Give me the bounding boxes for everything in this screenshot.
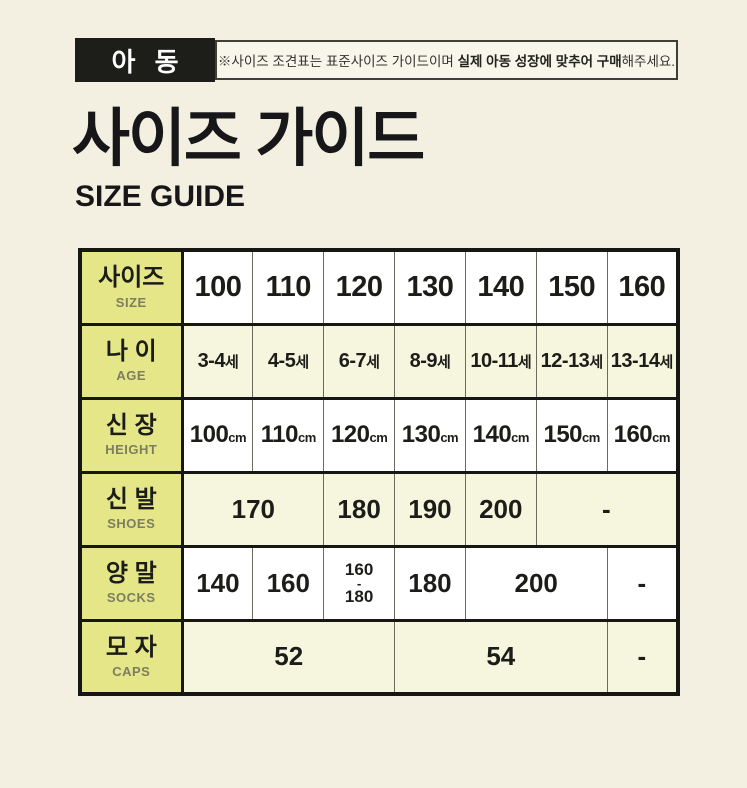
table-cell: 120: [323, 248, 395, 325]
table-cell: 100cm: [181, 396, 253, 473]
table-cell: 110cm: [252, 396, 324, 473]
page-title-korean: 사이즈 가이드: [72, 104, 425, 174]
notice-bold-text: 실제 아동 성장에 맞추어 구매: [457, 54, 622, 69]
table-cell: 160cm: [606, 396, 678, 473]
table-cell: -: [606, 618, 678, 695]
table-cell: 10-11세: [464, 322, 537, 399]
table-row-height: 신 장 HEIGHT 100cm 110cm 120cm 130cm 140cm 150cm 1…: [80, 396, 678, 473]
table-cell: 160: [606, 248, 678, 325]
row-header-caps: 모 자 CAPS: [80, 618, 184, 695]
table-cell: 120cm: [323, 396, 395, 473]
row-label-korean: 양 말: [105, 559, 157, 587]
notice-text: ※사이즈 조견표는 표준사이즈 가이드이며 실제 아동 성장에 맞추어 구매해주…: [217, 54, 676, 69]
row-label-korean: 신 발: [105, 485, 157, 513]
row-label-korean: 모 자: [105, 633, 157, 661]
table-cell: -: [535, 470, 678, 547]
table-cell: 52: [181, 618, 395, 695]
table-row-size: 사이즈 SIZE 100 110 120 130 140 150 160: [80, 248, 678, 325]
page-title-english: SIZE GUIDE: [75, 180, 246, 214]
row-label-korean: 신 장: [105, 411, 157, 439]
table-cell: 160: [252, 544, 324, 621]
row-label-english: AGE: [116, 368, 147, 384]
table-row-age: 나 이 AGE 3-4세 4-5세 6-7세 8-9세 10-11세 12-13세 13-14세: [80, 322, 678, 399]
notice-box: ※사이즈 조견표는 표준사이즈 가이드이며 실제 아동 성장에 맞추어 구매해주…: [215, 40, 678, 80]
row-label-english: SIZE: [115, 294, 147, 310]
table-cell: 140: [464, 248, 537, 325]
row-label-english: SOCKS: [106, 590, 156, 606]
table-cell: 54: [394, 618, 608, 695]
table-cell: 8-9세: [394, 322, 466, 399]
table-cell: 180: [323, 470, 395, 547]
table-cell: 160-180: [323, 544, 395, 621]
table-cell: 200: [464, 544, 608, 621]
table-cell: 13-14세: [606, 322, 678, 399]
table-cell: 140: [181, 544, 253, 621]
table-row-shoes: 신 발 SHOES 170 180 190 200-: [80, 470, 678, 547]
row-header-size: 사이즈 SIZE: [80, 248, 184, 325]
row-label-english: CAPS: [112, 664, 151, 680]
table-cell: 150: [535, 248, 608, 325]
table-cell: 3-4세: [181, 322, 253, 399]
row-header-age: 나 이 AGE: [80, 322, 184, 399]
table-cell: 170: [181, 470, 324, 547]
table-cell: 100: [181, 248, 253, 325]
row-label-english: HEIGHT: [105, 442, 158, 458]
size-guide-table: 사이즈 SIZE 100 110 120 130 140 150 160 나 이 AGE 3-4세 4-…: [78, 248, 680, 697]
row-header-shoes: 신 발 SHOES: [80, 470, 184, 547]
table-row-socks: 양 말 SOCKS 140 160 160-180 180 200-: [80, 544, 678, 621]
category-badge: 아 동: [75, 38, 215, 82]
row-label-korean: 나 이: [105, 337, 157, 365]
table-cell: 150cm: [535, 396, 608, 473]
table-cell: 130: [394, 248, 466, 325]
row-label-english: SHOES: [107, 516, 156, 532]
table-cell: -: [606, 544, 678, 621]
table-cell: 6-7세: [323, 322, 395, 399]
category-badge-label: 아 동: [111, 46, 185, 77]
row-label-korean: 사이즈: [98, 264, 165, 292]
table-cell: 140cm: [464, 396, 537, 473]
table-cell: 4-5세: [252, 322, 324, 399]
table-cell: 130cm: [394, 396, 466, 473]
size-guide-table-body: 사이즈 SIZE 100 110 120 130 140 150 160 나 이 AGE 3-4세 4-…: [80, 248, 678, 695]
table-row-caps: 모 자 CAPS 52 54-: [80, 618, 678, 695]
row-header-height: 신 장 HEIGHT: [80, 396, 184, 473]
table-cell: 180: [394, 544, 466, 621]
size-guide-page: { "header": { "badge_label": "아 동", "not…: [0, 38, 747, 788]
table-cell: 110: [252, 248, 324, 325]
table-cell: 200: [464, 470, 537, 547]
top-strip: 아 동 ※사이즈 조견표는 표준사이즈 가이드이며 실제 아동 성장에 맞추어 …: [75, 38, 678, 82]
row-header-socks: 양 말 SOCKS: [80, 544, 184, 621]
table-cell: 12-13세: [535, 322, 608, 399]
table-cell: 190: [394, 470, 466, 547]
